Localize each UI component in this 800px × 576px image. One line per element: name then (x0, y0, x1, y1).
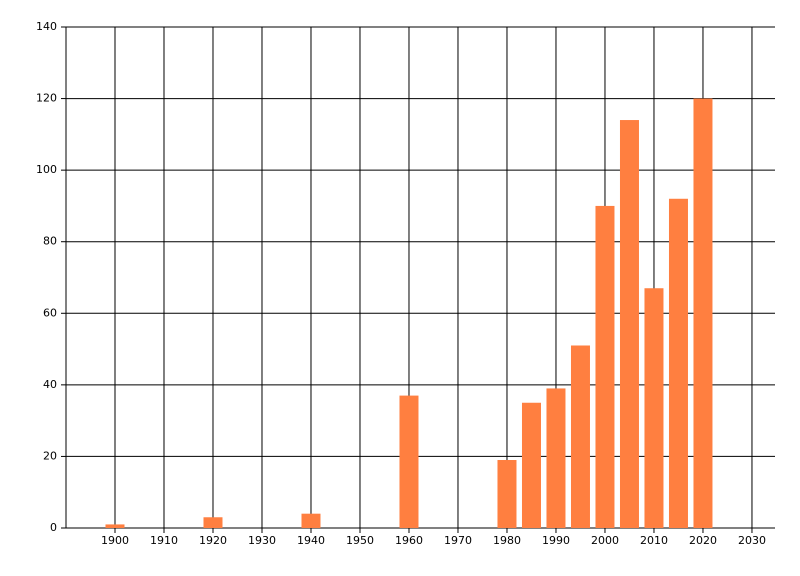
bar (619, 120, 639, 529)
bar (644, 288, 664, 528)
bar (521, 402, 541, 528)
bar (693, 98, 713, 529)
y-tick-label: 0 (50, 521, 57, 534)
bar (301, 513, 321, 528)
bar (497, 460, 517, 528)
x-tick-label: 2030 (738, 534, 766, 547)
x-tick-label: 1980 (493, 534, 521, 547)
x-tick-label: 1930 (248, 534, 276, 547)
x-tick-label: 1950 (346, 534, 374, 547)
x-tick-label: 1960 (395, 534, 423, 547)
x-tick-label: 1900 (101, 534, 129, 547)
x-tick-label: 1970 (444, 534, 472, 547)
x-tick-label: 1940 (297, 534, 325, 547)
y-tick-label: 120 (36, 92, 57, 105)
y-tick-label: 40 (43, 378, 57, 391)
bar (399, 395, 419, 528)
x-tick-label: 1910 (150, 534, 178, 547)
x-tick-label: 2000 (591, 534, 619, 547)
bar (203, 517, 223, 528)
bar (546, 388, 566, 528)
x-tick-label: 2010 (640, 534, 668, 547)
x-tick-label: 1990 (542, 534, 570, 547)
y-tick-label: 60 (43, 306, 57, 319)
x-tick-label: 1920 (199, 534, 227, 547)
bar (570, 345, 590, 528)
x-tick-label: 2020 (689, 534, 717, 547)
y-tick-label: 100 (36, 163, 57, 176)
y-tick-label: 80 (43, 235, 57, 248)
y-tick-label: 140 (36, 20, 57, 33)
bar (668, 198, 688, 528)
y-tick-label: 20 (43, 449, 57, 462)
bar (105, 524, 125, 528)
bar (595, 205, 615, 528)
